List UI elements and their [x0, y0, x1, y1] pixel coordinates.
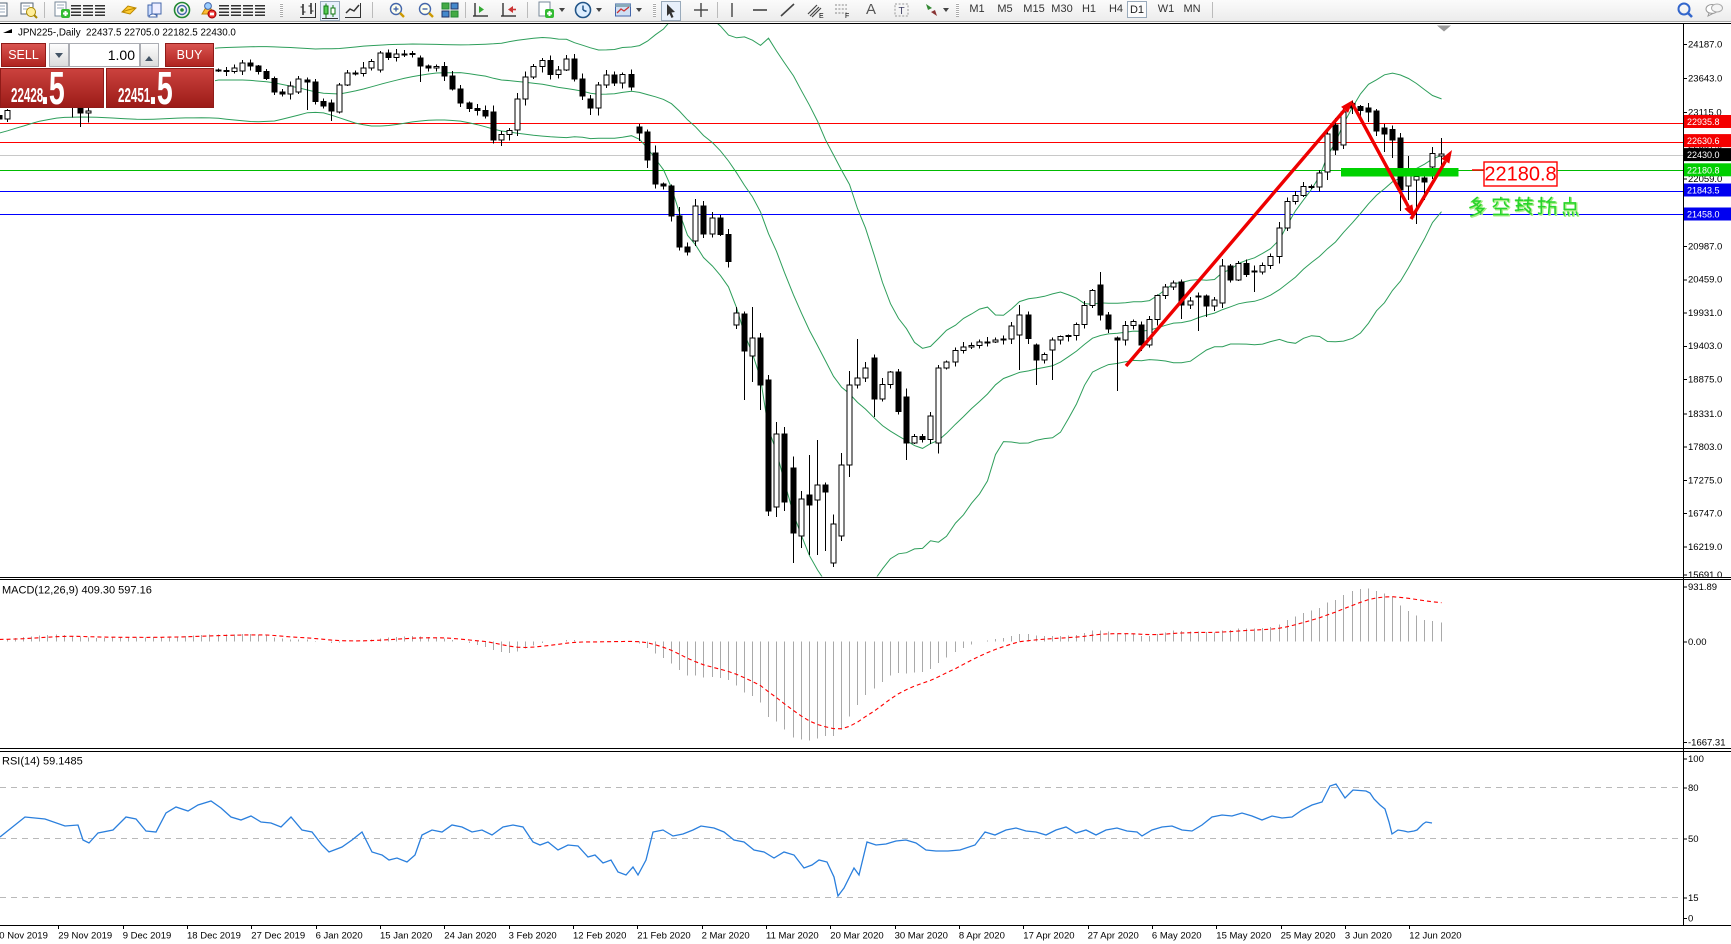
svg-text:24187.0: 24187.0: [1688, 39, 1722, 50]
svg-text:27 Dec 2019: 27 Dec 2019: [251, 931, 305, 942]
svg-text:22630.6: 22630.6: [1687, 136, 1720, 146]
svg-text:20459.0: 20459.0: [1688, 275, 1722, 286]
svg-text:6 May 2020: 6 May 2020: [1152, 931, 1202, 942]
svg-text:931.89: 931.89: [1688, 582, 1717, 593]
svg-text:22430.0: 22430.0: [1687, 150, 1720, 160]
svg-text:22180.8: 22180.8: [1687, 165, 1720, 175]
svg-text:F: F: [845, 13, 849, 19]
svg-text:27 Apr 2020: 27 Apr 2020: [1088, 931, 1139, 942]
svg-text:RSI(14) 59.1485: RSI(14) 59.1485: [2, 756, 83, 768]
svg-text:22935.8: 22935.8: [1687, 117, 1720, 127]
svg-text:15 Jan 2020: 15 Jan 2020: [380, 931, 432, 942]
svg-text:18331.0: 18331.0: [1688, 409, 1722, 420]
svg-text:6 Jan 2020: 6 Jan 2020: [316, 931, 363, 942]
svg-text:50: 50: [1688, 834, 1699, 845]
svg-text:12 Jun 2020: 12 Jun 2020: [1409, 931, 1461, 942]
svg-text:21843.5: 21843.5: [1687, 186, 1720, 196]
svg-text:3 Feb 2020: 3 Feb 2020: [509, 931, 557, 942]
svg-text:20987.0: 20987.0: [1688, 241, 1722, 252]
svg-text:15 May 2020: 15 May 2020: [1216, 931, 1271, 942]
svg-text:20 Mar 2020: 20 Mar 2020: [830, 931, 883, 942]
svg-text:18 Dec 2019: 18 Dec 2019: [187, 931, 241, 942]
svg-text:19931.0: 19931.0: [1688, 308, 1722, 319]
svg-text:17803.0: 17803.0: [1688, 442, 1722, 453]
svg-text:17275.0: 17275.0: [1688, 475, 1722, 486]
svg-text:15691.0: 15691.0: [1688, 570, 1722, 581]
svg-text:29 Nov 2019: 29 Nov 2019: [58, 931, 112, 942]
svg-text:30 Mar 2020: 30 Mar 2020: [895, 931, 948, 942]
svg-text:JPN225-,Daily 22437.5 22705.0: JPN225-,Daily 22437.5 22705.0 22182.5 22…: [18, 28, 236, 39]
svg-text:3 Jun 2020: 3 Jun 2020: [1345, 931, 1392, 942]
svg-text:15: 15: [1688, 893, 1699, 904]
svg-text:100: 100: [1688, 754, 1704, 765]
svg-text:25 May 2020: 25 May 2020: [1281, 931, 1336, 942]
svg-text:16219.0: 16219.0: [1688, 542, 1722, 553]
svg-text:23643.0: 23643.0: [1688, 73, 1722, 84]
svg-text:23115.0: 23115.0: [1688, 107, 1722, 118]
svg-text:8 Apr 2020: 8 Apr 2020: [959, 931, 1005, 942]
svg-text:E: E: [819, 13, 824, 19]
svg-text:17 Apr 2020: 17 Apr 2020: [1023, 931, 1074, 942]
svg-text:24 Jan 2020: 24 Jan 2020: [444, 931, 496, 942]
svg-text:18875.0: 18875.0: [1688, 375, 1722, 386]
svg-text:11 Mar 2020: 11 Mar 2020: [766, 931, 819, 942]
svg-text:20 Nov 2019: 20 Nov 2019: [0, 931, 48, 942]
svg-text:12 Feb 2020: 12 Feb 2020: [573, 931, 626, 942]
svg-text:-1667.31: -1667.31: [1688, 737, 1726, 748]
svg-text:9 Dec 2019: 9 Dec 2019: [123, 931, 172, 942]
svg-text:16747.0: 16747.0: [1688, 509, 1722, 520]
svg-text:0.00: 0.00: [1688, 637, 1707, 648]
svg-text:2 Mar 2020: 2 Mar 2020: [702, 931, 750, 942]
svg-text:19403.0: 19403.0: [1688, 341, 1722, 352]
svg-text:22059.0: 22059.0: [1688, 174, 1722, 185]
svg-text:T: T: [899, 6, 905, 17]
svg-text:21458.0: 21458.0: [1687, 210, 1720, 220]
svg-text:22180.8: 22180.8: [1484, 164, 1556, 186]
svg-text:MACD(12,26,9) 409.30 597.16: MACD(12,26,9) 409.30 597.16: [2, 585, 152, 597]
svg-text:21 Feb 2020: 21 Feb 2020: [637, 931, 690, 942]
svg-text:80: 80: [1688, 783, 1699, 794]
svg-text:0: 0: [1688, 914, 1693, 925]
